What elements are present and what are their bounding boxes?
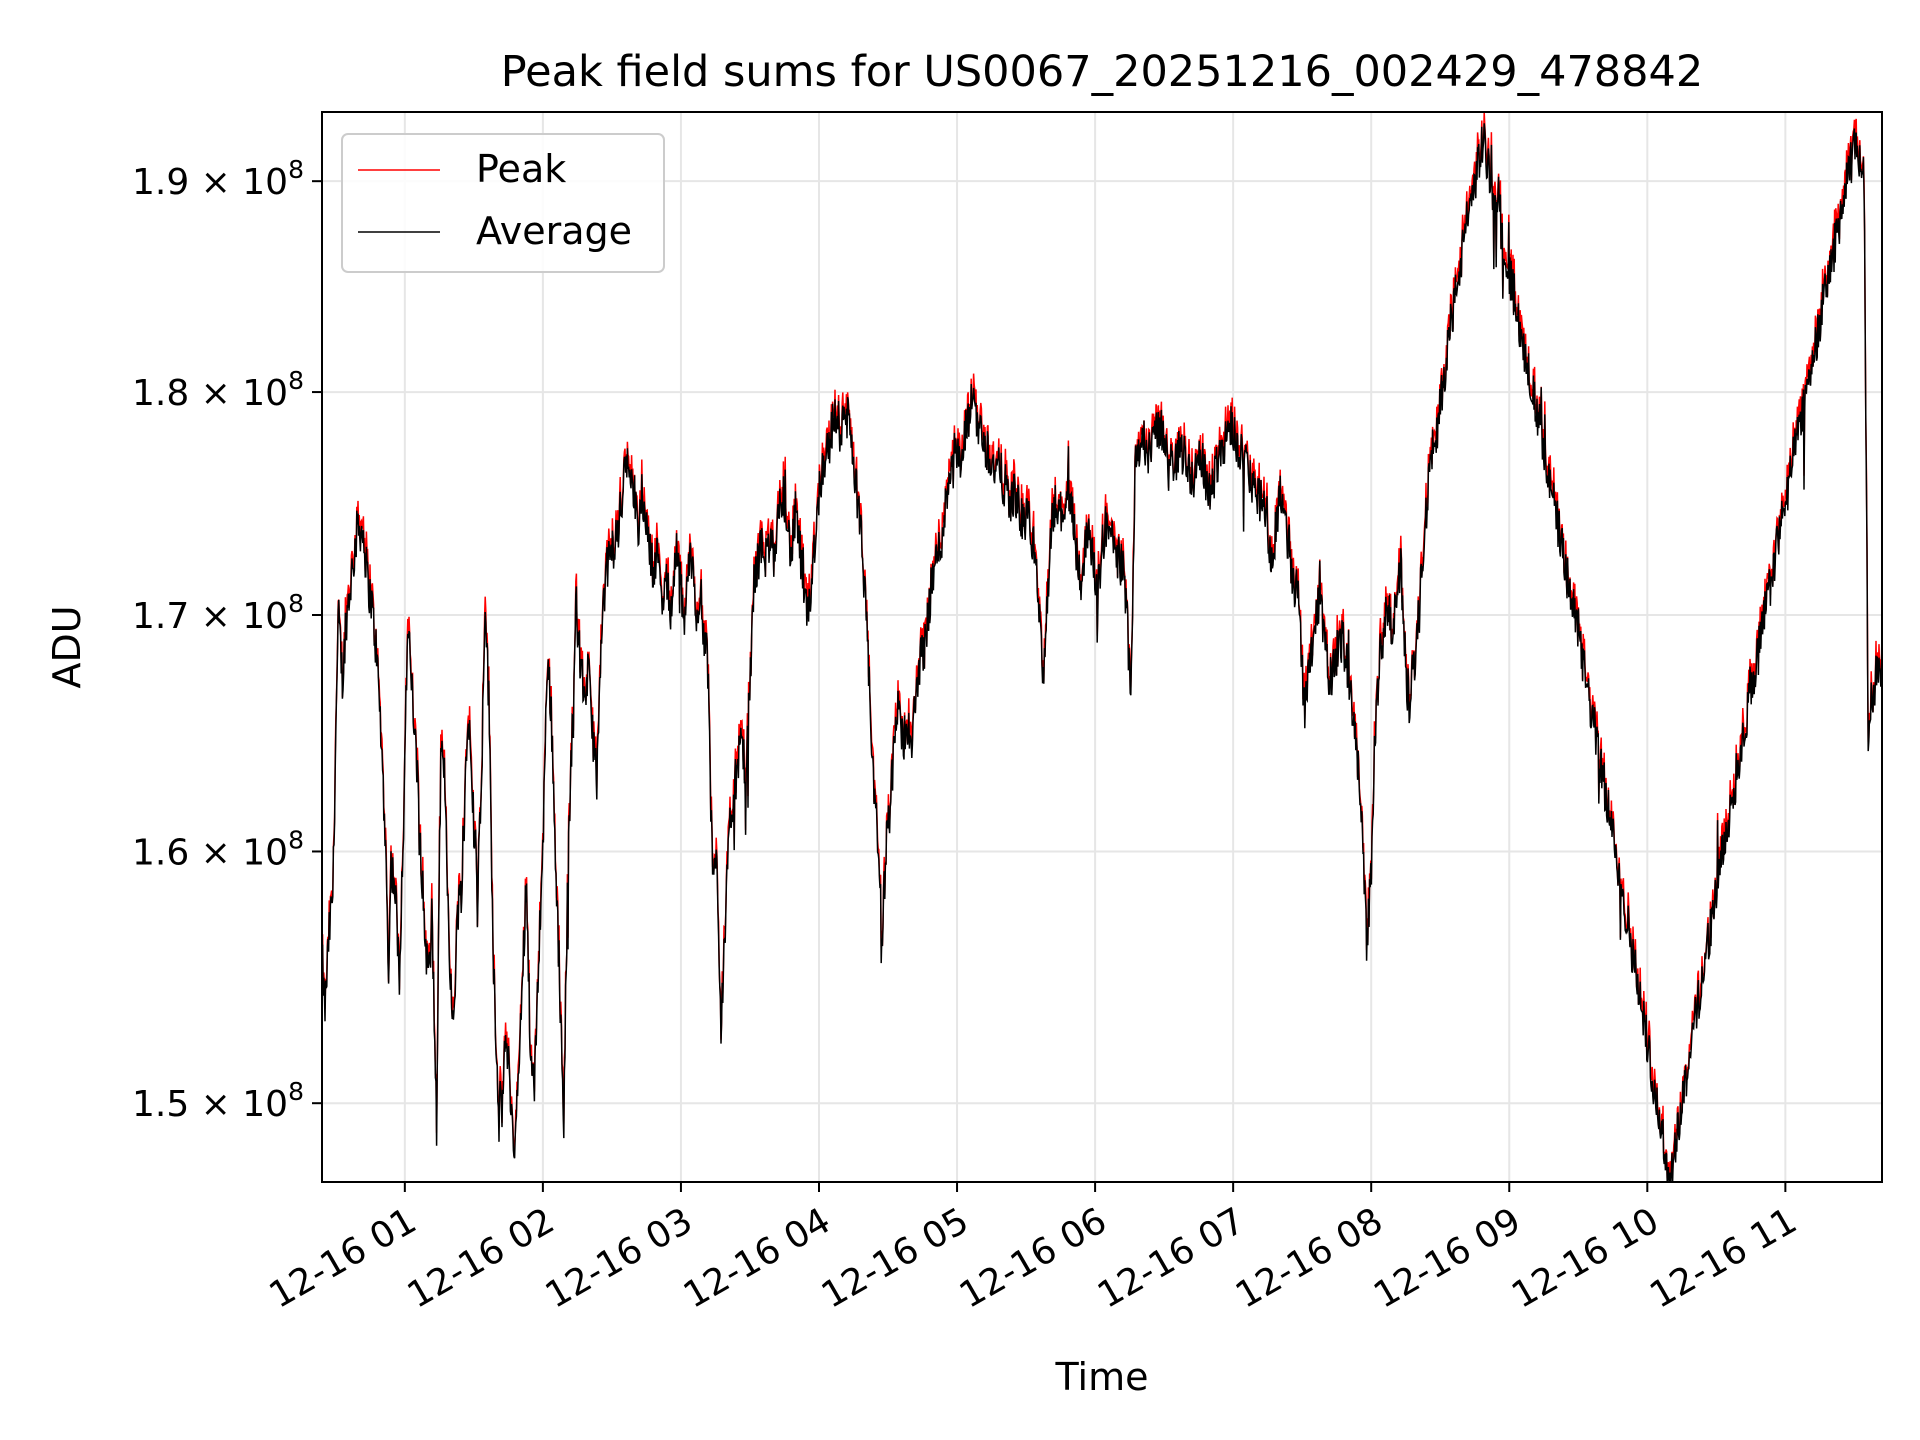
y-tick-label: 1.5 × 108	[132, 1077, 304, 1125]
y-axis-label: ADU	[45, 605, 89, 688]
y-tick-label: 1.6 × 108	[132, 825, 304, 873]
legend-box	[341, 133, 665, 273]
y-tick-label: 1.8 × 108	[132, 366, 304, 414]
y-tick-label: 1.9 × 108	[132, 155, 304, 203]
chart-title: Peak field sums for US0067_20251216_0024…	[501, 47, 1704, 97]
plot-area	[322, 112, 1882, 1182]
y-tick-exponent: 8	[288, 589, 304, 618]
y-tick-exponent: 8	[288, 825, 304, 854]
y-tick-mantissa: 1.6 × 10	[132, 832, 288, 873]
legend-peak-label: Peak	[476, 147, 566, 191]
y-tick-mantissa: 1.7 × 10	[132, 596, 288, 637]
series-average-line	[322, 123, 1882, 1182]
y-tick-mantissa: 1.5 × 10	[132, 1084, 288, 1125]
y-tick-mantissa: 1.8 × 10	[132, 373, 288, 414]
y-tick-exponent: 8	[288, 366, 304, 395]
y-tick-exponent: 8	[288, 1077, 304, 1106]
y-tick-exponent: 8	[288, 155, 304, 184]
legend: Peak Average	[341, 133, 665, 273]
plot-frame	[321, 111, 1883, 1183]
y-tick-label: 1.7 × 108	[132, 589, 304, 637]
x-axis-label: Time	[1055, 1355, 1149, 1399]
legend-average-label: Average	[476, 209, 632, 253]
y-tick-mantissa: 1.9 × 10	[132, 162, 288, 203]
